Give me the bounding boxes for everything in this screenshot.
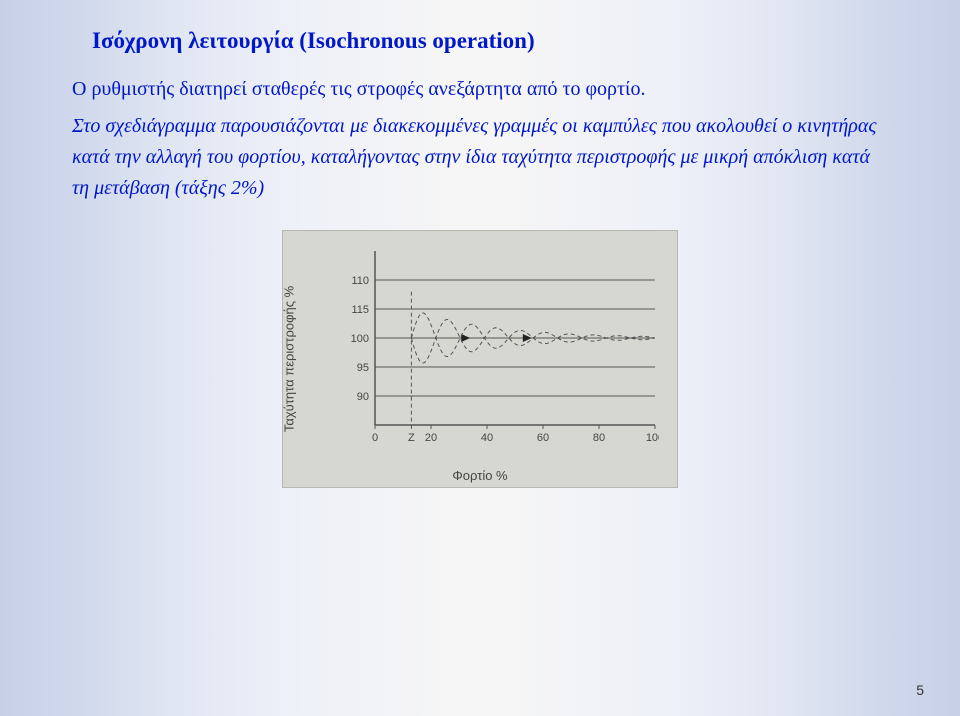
figure-container: Ταχύτητα περιστροφής % Φορτίο % 110 115 10…	[72, 230, 888, 488]
svg-text:40: 40	[481, 432, 493, 444]
speed-load-chart: Ταχύτητα περιστροφής % Φορτίο % 110 115 10…	[282, 230, 678, 488]
svg-text:100: 100	[646, 432, 659, 444]
svg-text:Ζ: Ζ	[408, 432, 415, 444]
svg-text:0: 0	[372, 432, 378, 444]
svg-text:60: 60	[537, 432, 549, 444]
page-title: Ισόχρονη λειτουργία (Isochronous operati…	[72, 28, 888, 54]
svg-text:20: 20	[425, 432, 437, 444]
y-axis-label: Ταχύτητα περιστροφής %	[282, 286, 297, 432]
page-number: 5	[916, 682, 924, 698]
svg-text:110: 110	[351, 275, 369, 287]
chart-svg: 110 115 100 95 90 0 Ζ 20 40 60 80 100	[341, 245, 659, 447]
svg-text:95: 95	[357, 362, 369, 374]
svg-text:115: 115	[351, 304, 369, 316]
paragraph-1: Ο ρυθμιστής διατηρεί σταθερές τις στροφέ…	[72, 74, 888, 105]
paragraph-2: Στο σχεδιάγραμμα παρουσιάζονται με διακε…	[72, 111, 888, 204]
x-axis-label: Φορτίο %	[283, 468, 677, 483]
svg-text:100: 100	[351, 333, 369, 345]
svg-text:90: 90	[357, 391, 369, 403]
svg-text:80: 80	[593, 432, 605, 444]
plot-area: 110 115 100 95 90 0 Ζ 20 40 60 80 100	[341, 245, 659, 447]
